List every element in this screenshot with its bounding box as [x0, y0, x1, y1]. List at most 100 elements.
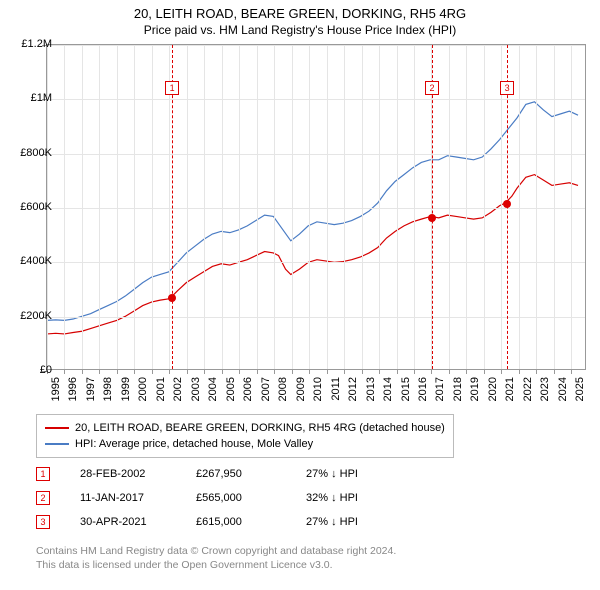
x-axis-label: 2000	[137, 377, 149, 401]
gridline-horizontal	[47, 45, 585, 46]
x-axis-label: 2021	[504, 377, 516, 401]
x-axis-label: 2010	[312, 377, 324, 401]
xtick	[571, 369, 572, 374]
legend-swatch	[45, 427, 69, 429]
x-axis-label: 2022	[522, 377, 534, 401]
gridline-horizontal	[47, 208, 585, 209]
chart-titles: 20, LEITH ROAD, BEARE GREEN, DORKING, RH…	[0, 0, 600, 39]
gridline-horizontal	[47, 99, 585, 100]
x-axis-label: 2005	[225, 377, 237, 401]
x-axis-label: 2020	[487, 377, 499, 401]
xtick	[134, 369, 135, 374]
gridline-vertical	[379, 45, 380, 369]
gridline-vertical	[152, 45, 153, 369]
annotation-date: 11-JAN-2017	[80, 492, 166, 504]
annotation-price: £565,000	[196, 492, 276, 504]
xtick	[99, 369, 100, 374]
x-axis-label: 2015	[400, 377, 412, 401]
x-axis-label: 1999	[120, 377, 132, 401]
y-axis-label: £600K	[12, 201, 52, 213]
footer-attribution: Contains HM Land Registry data © Crown c…	[36, 544, 396, 572]
gridline-vertical	[519, 45, 520, 369]
x-axis-label: 2019	[469, 377, 481, 401]
xtick	[257, 369, 258, 374]
xtick	[309, 369, 310, 374]
legend-row: HPI: Average price, detached house, Mole…	[45, 436, 445, 452]
gridline-horizontal	[47, 317, 585, 318]
legend-label: HPI: Average price, detached house, Mole…	[75, 438, 313, 450]
x-axis-label: 2014	[382, 377, 394, 401]
annotation-number-box: 2	[36, 491, 50, 505]
annotation-number-box: 3	[36, 515, 50, 529]
annotation-price: £267,950	[196, 468, 276, 480]
xtick	[431, 369, 432, 374]
xtick	[274, 369, 275, 374]
xtick	[292, 369, 293, 374]
x-axis-label: 2013	[365, 377, 377, 401]
marker-dot	[168, 294, 176, 302]
plot-area: 123	[46, 44, 586, 370]
gridline-vertical	[64, 45, 65, 369]
xtick	[152, 369, 153, 374]
footer-line2: This data is licensed under the Open Gov…	[36, 558, 396, 572]
gridline-vertical	[449, 45, 450, 369]
annotation-delta: 27% ↓ HPI	[306, 468, 386, 480]
xtick	[239, 369, 240, 374]
gridline-vertical	[239, 45, 240, 369]
y-axis-label: £1.2M	[12, 38, 52, 50]
gridline-vertical	[327, 45, 328, 369]
annotation-row: 128-FEB-2002£267,95027% ↓ HPI	[36, 462, 386, 486]
x-axis-label: 1998	[102, 377, 114, 401]
gridline-horizontal	[47, 262, 585, 263]
y-axis-label: £0	[12, 364, 52, 376]
annotation-table: 128-FEB-2002£267,95027% ↓ HPI211-JAN-201…	[36, 462, 386, 534]
annotation-price: £615,000	[196, 516, 276, 528]
marker-dot	[428, 214, 436, 222]
gridline-vertical	[484, 45, 485, 369]
gridline-vertical	[274, 45, 275, 369]
gridline-vertical	[466, 45, 467, 369]
gridline-vertical	[344, 45, 345, 369]
gridline-vertical	[117, 45, 118, 369]
xtick	[379, 369, 380, 374]
x-axis-label: 2003	[190, 377, 202, 401]
x-axis-label: 2004	[207, 377, 219, 401]
xtick	[117, 369, 118, 374]
xtick	[187, 369, 188, 374]
x-axis-label: 2001	[155, 377, 167, 401]
xtick	[536, 369, 537, 374]
x-axis-label: 2024	[557, 377, 569, 401]
gridline-vertical	[554, 45, 555, 369]
gridline-vertical	[257, 45, 258, 369]
xtick	[554, 369, 555, 374]
xtick	[397, 369, 398, 374]
legend-swatch	[45, 443, 69, 445]
title-address: 20, LEITH ROAD, BEARE GREEN, DORKING, RH…	[0, 6, 600, 21]
marker-number-box: 1	[165, 81, 179, 95]
xtick	[327, 369, 328, 374]
legend: 20, LEITH ROAD, BEARE GREEN, DORKING, RH…	[36, 414, 454, 458]
xtick	[204, 369, 205, 374]
gridline-vertical	[187, 45, 188, 369]
legend-label: 20, LEITH ROAD, BEARE GREEN, DORKING, RH…	[75, 422, 445, 434]
x-axis-label: 1995	[50, 377, 62, 401]
title-subtitle: Price paid vs. HM Land Registry's House …	[0, 23, 600, 37]
xtick	[466, 369, 467, 374]
annotation-delta: 32% ↓ HPI	[306, 492, 386, 504]
x-axis-label: 2016	[417, 377, 429, 401]
marker-dot	[503, 200, 511, 208]
y-axis-label: £400K	[12, 255, 52, 267]
chart-container: 20, LEITH ROAD, BEARE GREEN, DORKING, RH…	[0, 0, 600, 590]
y-axis-label: £200K	[12, 310, 52, 322]
xtick	[222, 369, 223, 374]
y-axis-label: £1M	[12, 92, 52, 104]
xtick	[344, 369, 345, 374]
gridline-vertical	[82, 45, 83, 369]
series-line	[47, 175, 578, 334]
gridline-vertical	[204, 45, 205, 369]
x-axis-label: 2006	[242, 377, 254, 401]
footer-line1: Contains HM Land Registry data © Crown c…	[36, 544, 396, 558]
marker-number-box: 3	[500, 81, 514, 95]
gridline-vertical	[362, 45, 363, 369]
gridline-vertical	[571, 45, 572, 369]
